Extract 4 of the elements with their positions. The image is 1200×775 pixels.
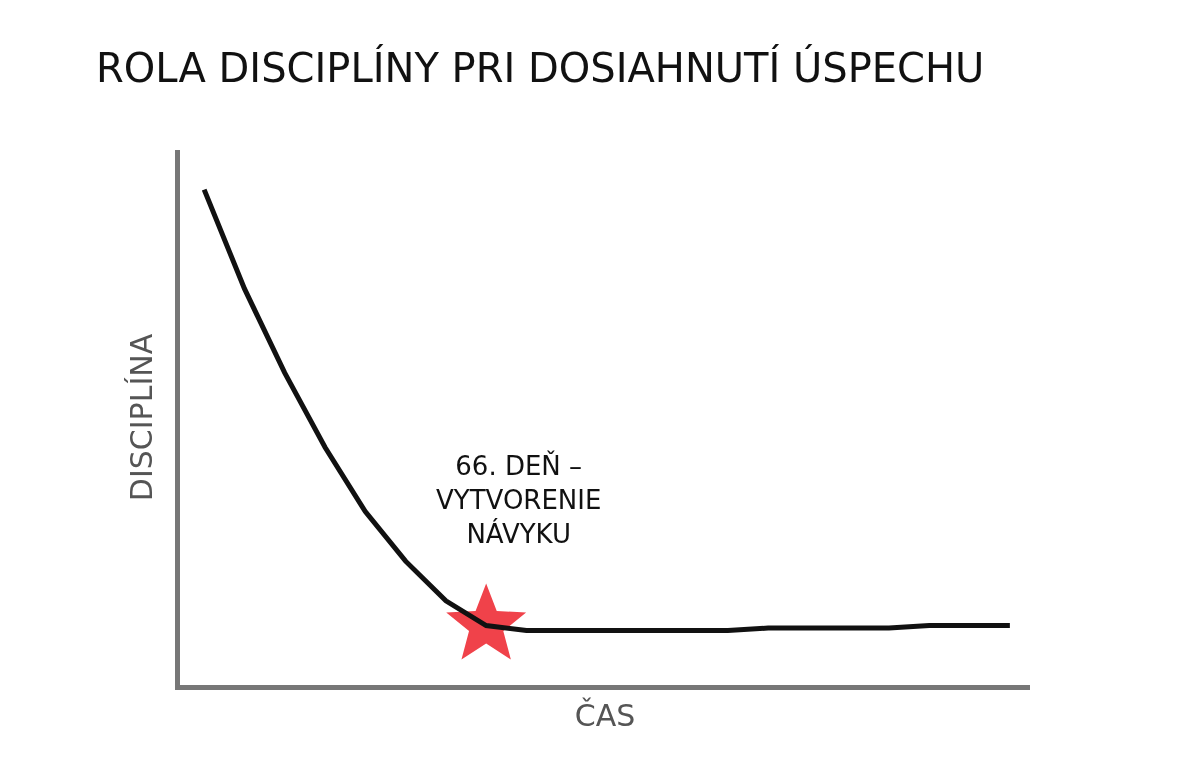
y-axis-title: DISCIPLÍNA bbox=[124, 333, 159, 502]
x-axis-title: ČAS bbox=[574, 696, 636, 733]
chart-title: ROLA DISCIPLÍNY PRI DOSIAHNUTÍ ÚSPECHU bbox=[96, 44, 985, 92]
annotation: 66. DEŇ – VYTVORENIE NÁVYKU bbox=[436, 450, 602, 549]
